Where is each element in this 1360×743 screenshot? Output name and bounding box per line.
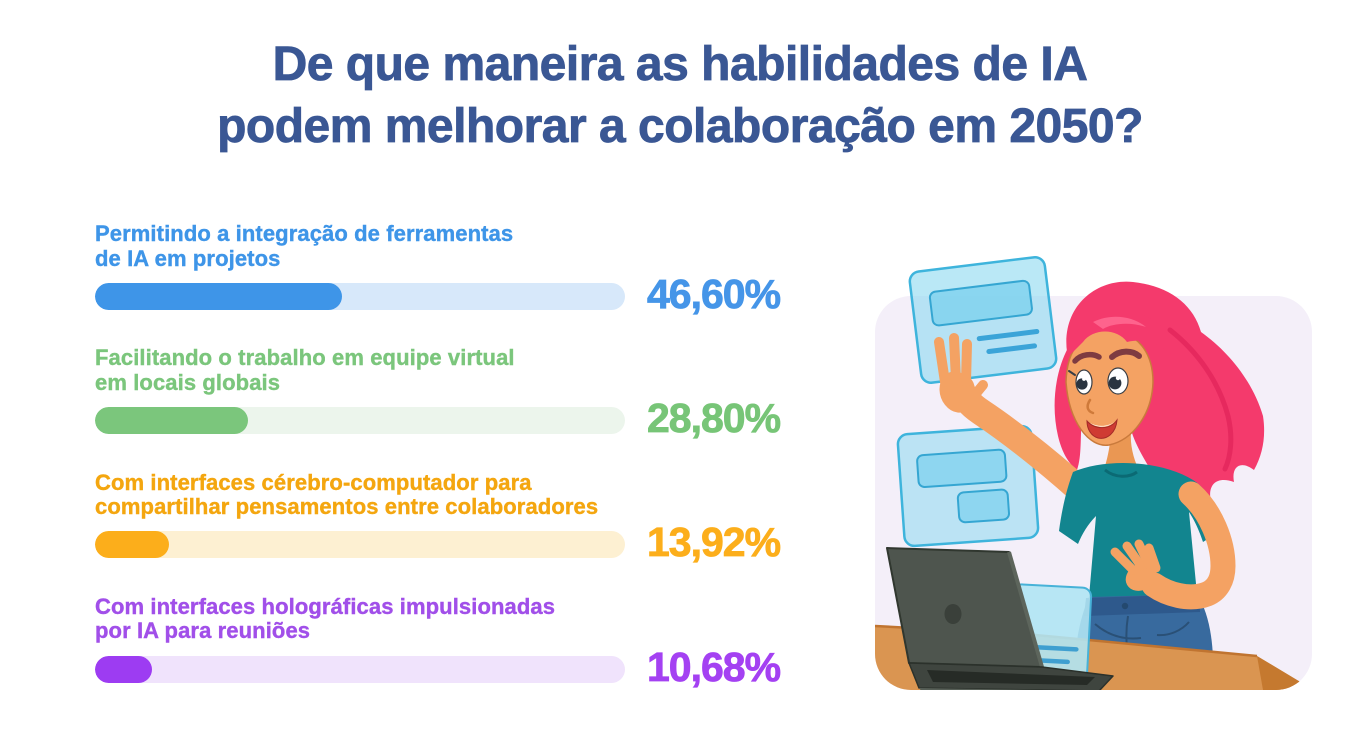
bar-value: 13,92% [647, 519, 782, 566]
bar-fill [95, 282, 342, 310]
bar-label-line2: compartilhar pensamentos entre colaborad… [95, 494, 599, 520]
bar-value: 28,80% [647, 395, 782, 441]
hair-fringe [1065, 310, 1180, 362]
bar-item-brain-computer-interfaces: Com interfaces cérebro-computador para c… [95, 469, 815, 563]
eyes [1068, 367, 1129, 395]
bar-track [95, 282, 625, 310]
bar-label-line2: de IA em projetos [95, 245, 281, 271]
bar-label-line1: Com interfaces holográficas impulsionada… [95, 593, 556, 619]
gesturing-arm [1141, 481, 1236, 610]
bar-chart: Permitindo a integração de ferramentas d… [95, 221, 815, 719]
bar-track [95, 407, 625, 434]
illustration-woman-holograms [865, 230, 1335, 717]
woman-character [934, 281, 1265, 690]
hologram-panel-middle-icon [896, 424, 1040, 548]
page-title-line2: podem melhorar a colaboração em 2050? [217, 99, 1144, 154]
hologram-panel-top-icon [908, 256, 1058, 384]
bar-label-line1: Com interfaces cérebro-computador para [95, 469, 532, 495]
bar-item-holographic-interfaces: Com interfaces holográficas impulsionada… [95, 593, 815, 688]
bar-fill [95, 655, 152, 683]
eyebrow-right [1109, 348, 1142, 360]
bar-label-line2: por IA para reuniões [95, 618, 311, 644]
bar-value: 46,60% [647, 270, 782, 317]
bar-label-line2: em locais globais [95, 369, 281, 395]
bar-label-line1: Facilitando o trabalho em equipe virtual [95, 345, 515, 371]
page-title: De que maneira as habilidades de IA pode… [0, 34, 1360, 158]
hand-touching-hologram [934, 333, 988, 413]
bar-label: Facilitando o trabalho em equipe virtual… [95, 345, 815, 395]
bar-label: Com interfaces holográficas impulsionada… [95, 593, 815, 644]
smiling-mouth [1086, 418, 1118, 439]
bar-fill [95, 407, 248, 434]
bar-fill [95, 531, 169, 559]
bar-label: Permitindo a integração de ferramentas d… [95, 221, 815, 271]
illustration-svg [875, 256, 1312, 690]
bar-label-line1: Permitindo a integração de ferramentas [95, 221, 514, 246]
nose [1086, 398, 1095, 415]
bar-track [95, 655, 625, 683]
page-title-line1: De que maneira as habilidades de IA [272, 38, 1088, 92]
eyebrow-left [1072, 351, 1102, 364]
bar-label: Com interfaces cérebro-computador para c… [95, 469, 815, 520]
bar-item-virtual-teamwork: Facilitando o trabalho em equipe virtual… [95, 345, 815, 439]
bar-item-ai-tools-integration: Permitindo a integração de ferramentas d… [95, 221, 815, 315]
laptop [886, 547, 1114, 690]
gesturing-hand [1110, 539, 1161, 591]
bar-value: 10,68% [647, 643, 782, 690]
laptop-logo-dot [944, 604, 962, 624]
bar-track [95, 531, 625, 559]
